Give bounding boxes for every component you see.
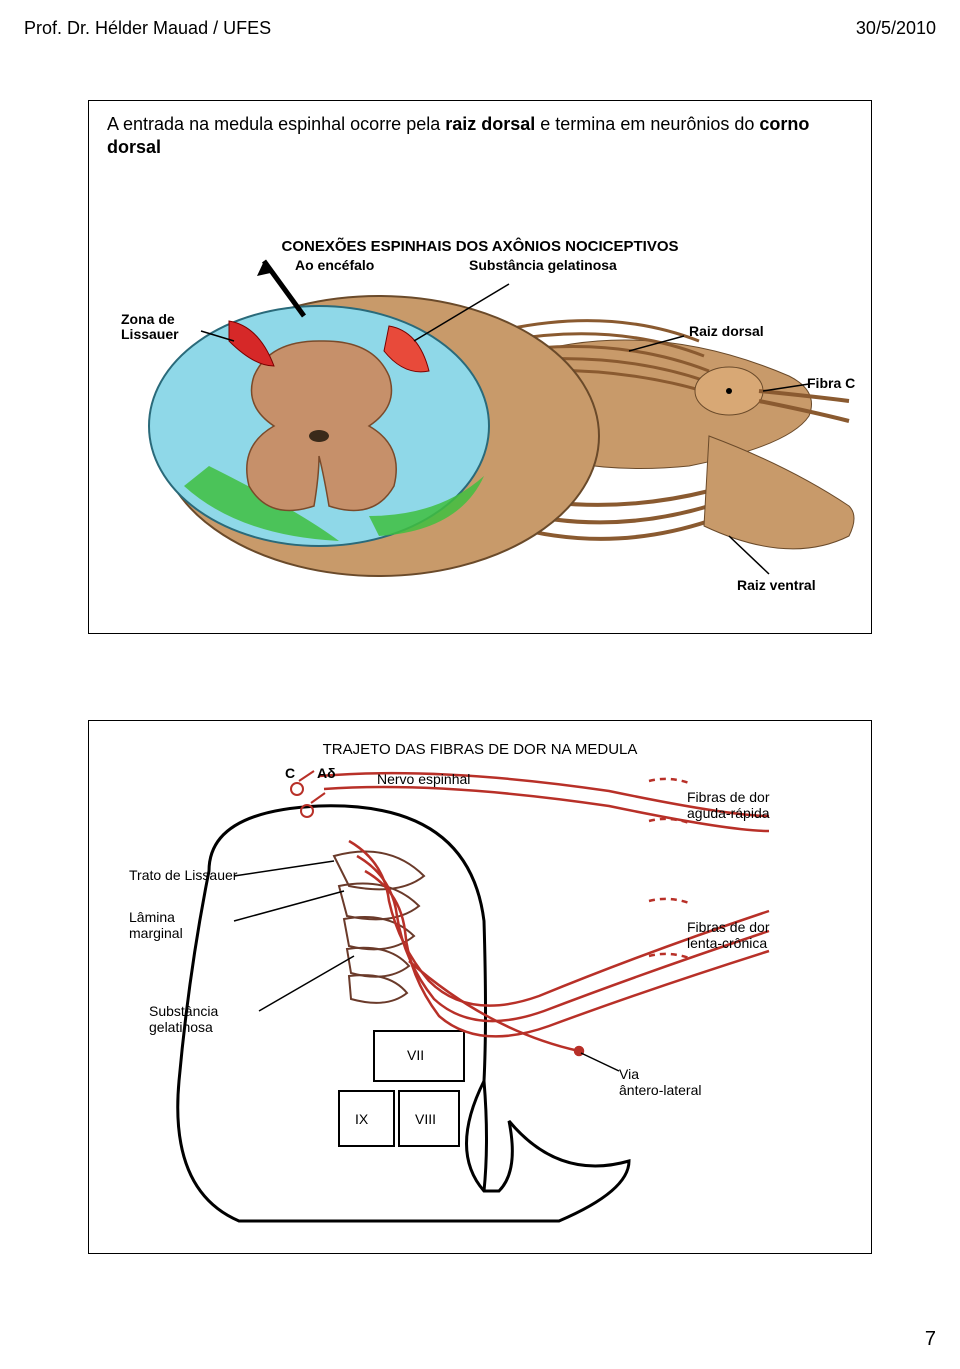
header-author: Prof. Dr. Hélder Mauad / UFES (24, 18, 271, 39)
slide1-caption: A entrada na medula espinhal ocorre pela… (89, 101, 871, 166)
label-c: C (285, 765, 295, 781)
label-substancia-gelatinosa2: Substância gelatinosa (149, 1003, 218, 1035)
spinal-cord-diagram (89, 166, 873, 636)
label-ao-encefalo: Ao encéfalo (295, 258, 374, 273)
label-fibra-c: Fibra C (807, 376, 855, 391)
caption-text: A entrada na medula espinhal ocorre pela (107, 114, 445, 134)
slide-fiber-trajectory: TRAJETO DAS FIBRAS DE DOR NA MEDULA (88, 720, 872, 1254)
label-nervo-espinhal: Nervo espinhal (377, 771, 470, 787)
label-viii: VIII (415, 1111, 436, 1127)
caption-mid: e termina em neurônios do (535, 114, 759, 134)
slide-spinal-connections: A entrada na medula espinhal ocorre pela… (88, 100, 872, 634)
header-date: 30/5/2010 (856, 18, 936, 39)
page-number: 7 (925, 1328, 936, 1351)
label-raiz-ventral: Raiz ventral (737, 578, 816, 593)
label-trato-lissauer: Trato de Lissauer (129, 867, 237, 883)
label-via-antero: Via ântero-lateral (619, 1066, 702, 1098)
label-fibras-lenta: Fibras de dor lenta-crônica (687, 919, 769, 951)
label-ad: Aδ (317, 765, 336, 781)
label-raiz-dorsal: Raiz dorsal (689, 324, 764, 339)
label-vii: VII (407, 1047, 424, 1063)
label-substancia-gelatinosa: Substância gelatinosa (469, 258, 617, 273)
caption-bold-raiz: raiz dorsal (445, 114, 535, 134)
label-zona-lissauer: Zona de Lissauer (121, 312, 179, 343)
label-lamina-marginal: Lâmina marginal (129, 909, 183, 941)
label-ix: IX (355, 1111, 368, 1127)
label-fibras-aguda: Fibras de dor aguda-rápida (687, 789, 770, 821)
